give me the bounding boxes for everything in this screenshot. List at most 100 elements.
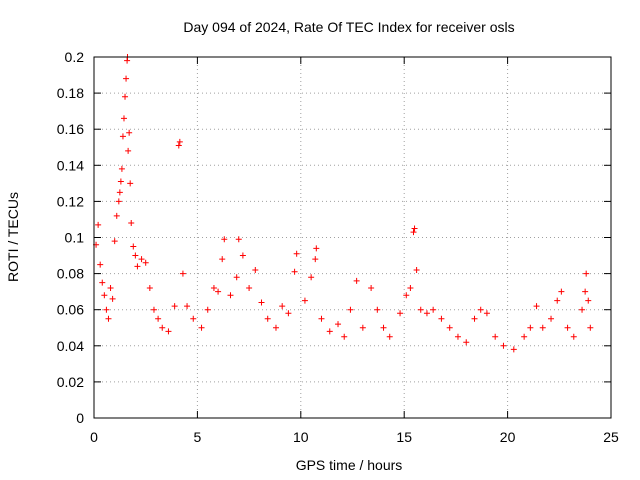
data-point [483,310,490,317]
data-point [130,243,137,250]
y-tick-label: 0.16 [57,121,84,137]
data-point [105,315,112,322]
data-point [279,303,286,310]
data-point [403,292,410,299]
data-point [585,297,592,304]
data-point [411,225,418,232]
data-point [533,303,540,310]
data-point [97,261,104,268]
data-point [123,75,130,82]
data-point [335,321,342,328]
data-point [471,315,478,322]
data-point [150,306,157,313]
data-point [368,285,375,292]
y-tick-label: 0.06 [57,302,84,318]
data-point [313,245,320,252]
data-point [233,274,240,281]
data-point [264,315,271,322]
data-point [407,285,414,292]
data-point [117,178,124,185]
data-point [446,324,453,331]
x-tick-label: 0 [90,429,98,445]
data-point [285,310,292,317]
data-point [397,310,404,317]
data-point [410,229,417,236]
data-point [119,133,126,140]
data-point [120,115,127,122]
data-point [564,324,571,331]
data-point [359,324,366,331]
y-tick-label: 0.04 [57,338,84,354]
data-point [235,236,242,243]
data-point [239,252,246,259]
data-point [554,297,561,304]
data-point [582,288,589,295]
data-point [116,189,123,196]
data-point [417,306,424,313]
data-point [184,303,191,310]
data-point [159,324,166,331]
data-point [165,328,172,335]
data-point [463,339,470,346]
data-point [308,274,315,281]
data-point [380,324,387,331]
data-point [198,324,205,331]
data-point [246,285,253,292]
data-point [155,315,162,322]
x-tick-label: 15 [396,429,412,445]
data-point [454,333,461,340]
data-points [93,54,594,353]
data-point [293,250,300,257]
data-point [227,292,234,299]
data-point [587,324,594,331]
data-point [204,306,211,313]
data-point [527,324,534,331]
y-tick-label: 0.2 [65,49,85,65]
x-axis-label: GPS time / hours [296,457,403,473]
data-point [548,315,555,322]
y-tick-label: 0.08 [57,266,84,282]
data-point [175,142,182,149]
data-point [221,236,228,243]
x-tick-label: 10 [293,429,309,445]
data-point [430,306,437,313]
data-point [326,328,333,335]
data-point [132,252,139,259]
data-point [583,270,590,277]
y-tick-labels: 0 0.02 0.04 0.06 0.08 0.1 0.12 0.14 0.16 0.18 0.2 [57,49,84,426]
data-point [477,306,484,313]
data-point [142,259,149,266]
data-point [558,288,565,295]
data-point [353,277,360,284]
data-point [539,324,546,331]
y-tick-label: 0.14 [57,157,84,173]
data-point [101,292,108,299]
x-tick-labels: 0 5 10 15 20 25 [90,429,619,445]
data-point [492,333,499,340]
data-point [111,238,118,245]
data-point [301,297,308,304]
y-tick-label: 0.1 [65,230,85,246]
data-point [510,346,517,353]
x-tick-label: 5 [194,429,202,445]
data-point [179,270,186,277]
data-point [138,256,145,263]
data-point [219,256,226,263]
data-point [347,306,354,313]
data-point [500,342,507,349]
data-point [215,288,222,295]
data-point [190,315,197,322]
data-point [171,303,178,310]
data-point [318,315,325,322]
data-point [126,129,133,136]
data-point [127,180,134,187]
data-point [521,333,528,340]
data-point [291,268,298,275]
data-point [252,266,259,273]
data-point [210,285,217,292]
data-point [258,299,265,306]
y-tick-label: 0.18 [57,85,84,101]
data-point [438,315,445,322]
data-point [570,333,577,340]
